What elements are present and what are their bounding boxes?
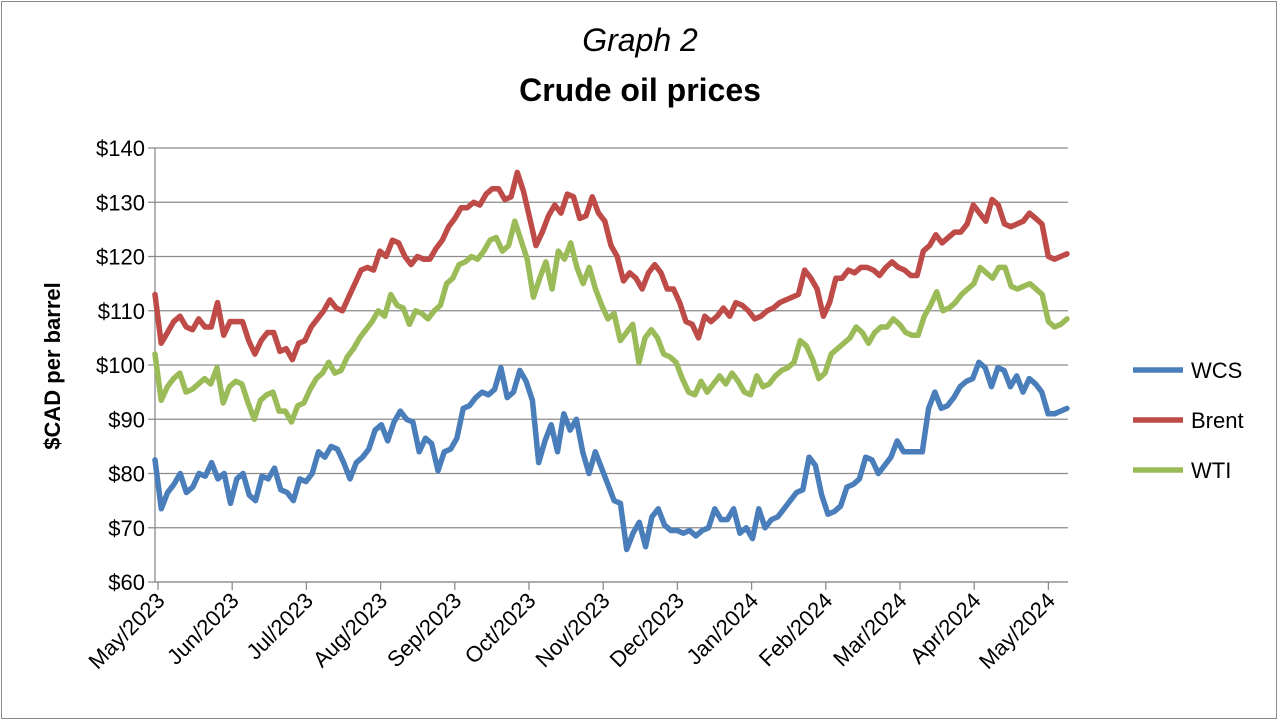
series-line-wcs	[152, 359, 1070, 553]
y-tick-label: $110	[98, 299, 145, 324]
x-tick-label: Dec/2023	[605, 588, 689, 672]
chart-title-graph-number: Graph 2	[582, 22, 698, 58]
legend: WCS Brent WTI	[1133, 358, 1244, 483]
y-tick-label: $60	[108, 570, 145, 595]
y-tick-label: $120	[96, 245, 145, 270]
x-tick-label: Oct/2023	[460, 588, 541, 669]
y-axis-ticks: $60 $70 $80 $90 $100 $110 $120 $130 $140	[96, 136, 145, 595]
series-line-brent	[152, 169, 1070, 363]
x-tick-label: Feb/2024	[754, 588, 837, 671]
y-tick-label: $100	[96, 353, 145, 378]
x-tick-label: Sep/2023	[382, 588, 466, 672]
gridlines	[148, 147, 1068, 583]
series-line-wti	[152, 218, 1070, 425]
y-tick-label: $140	[96, 136, 145, 161]
legend-label: WCS	[1191, 358, 1242, 383]
series-lines	[152, 169, 1070, 553]
legend-label: WTI	[1191, 458, 1231, 483]
x-tick-label: Nov/2023	[530, 588, 614, 672]
x-tick-label: Jun/2023	[162, 588, 244, 670]
chart-title: Crude oil prices	[519, 72, 761, 108]
y-axis-label: $CAD per barrel	[40, 282, 65, 450]
y-tick-label: $130	[96, 190, 145, 215]
legend-label: Brent	[1191, 408, 1244, 433]
y-tick-label: $70	[108, 516, 145, 541]
y-tick-label: $90	[108, 407, 145, 432]
x-tick-label: May/2023	[84, 588, 170, 674]
x-tick-label: Aug/2023	[308, 588, 392, 672]
x-tick-label: Mar/2024	[828, 588, 911, 671]
x-tick-label: Jul/2023	[241, 588, 318, 665]
y-tick-label: $80	[108, 462, 145, 487]
x-axis: May/2023Jun/2023Jul/2023Aug/2023Sep/2023…	[84, 581, 1068, 674]
x-tick-label: May/2024	[974, 588, 1060, 674]
x-tick-label: Jan/2024	[681, 588, 763, 670]
